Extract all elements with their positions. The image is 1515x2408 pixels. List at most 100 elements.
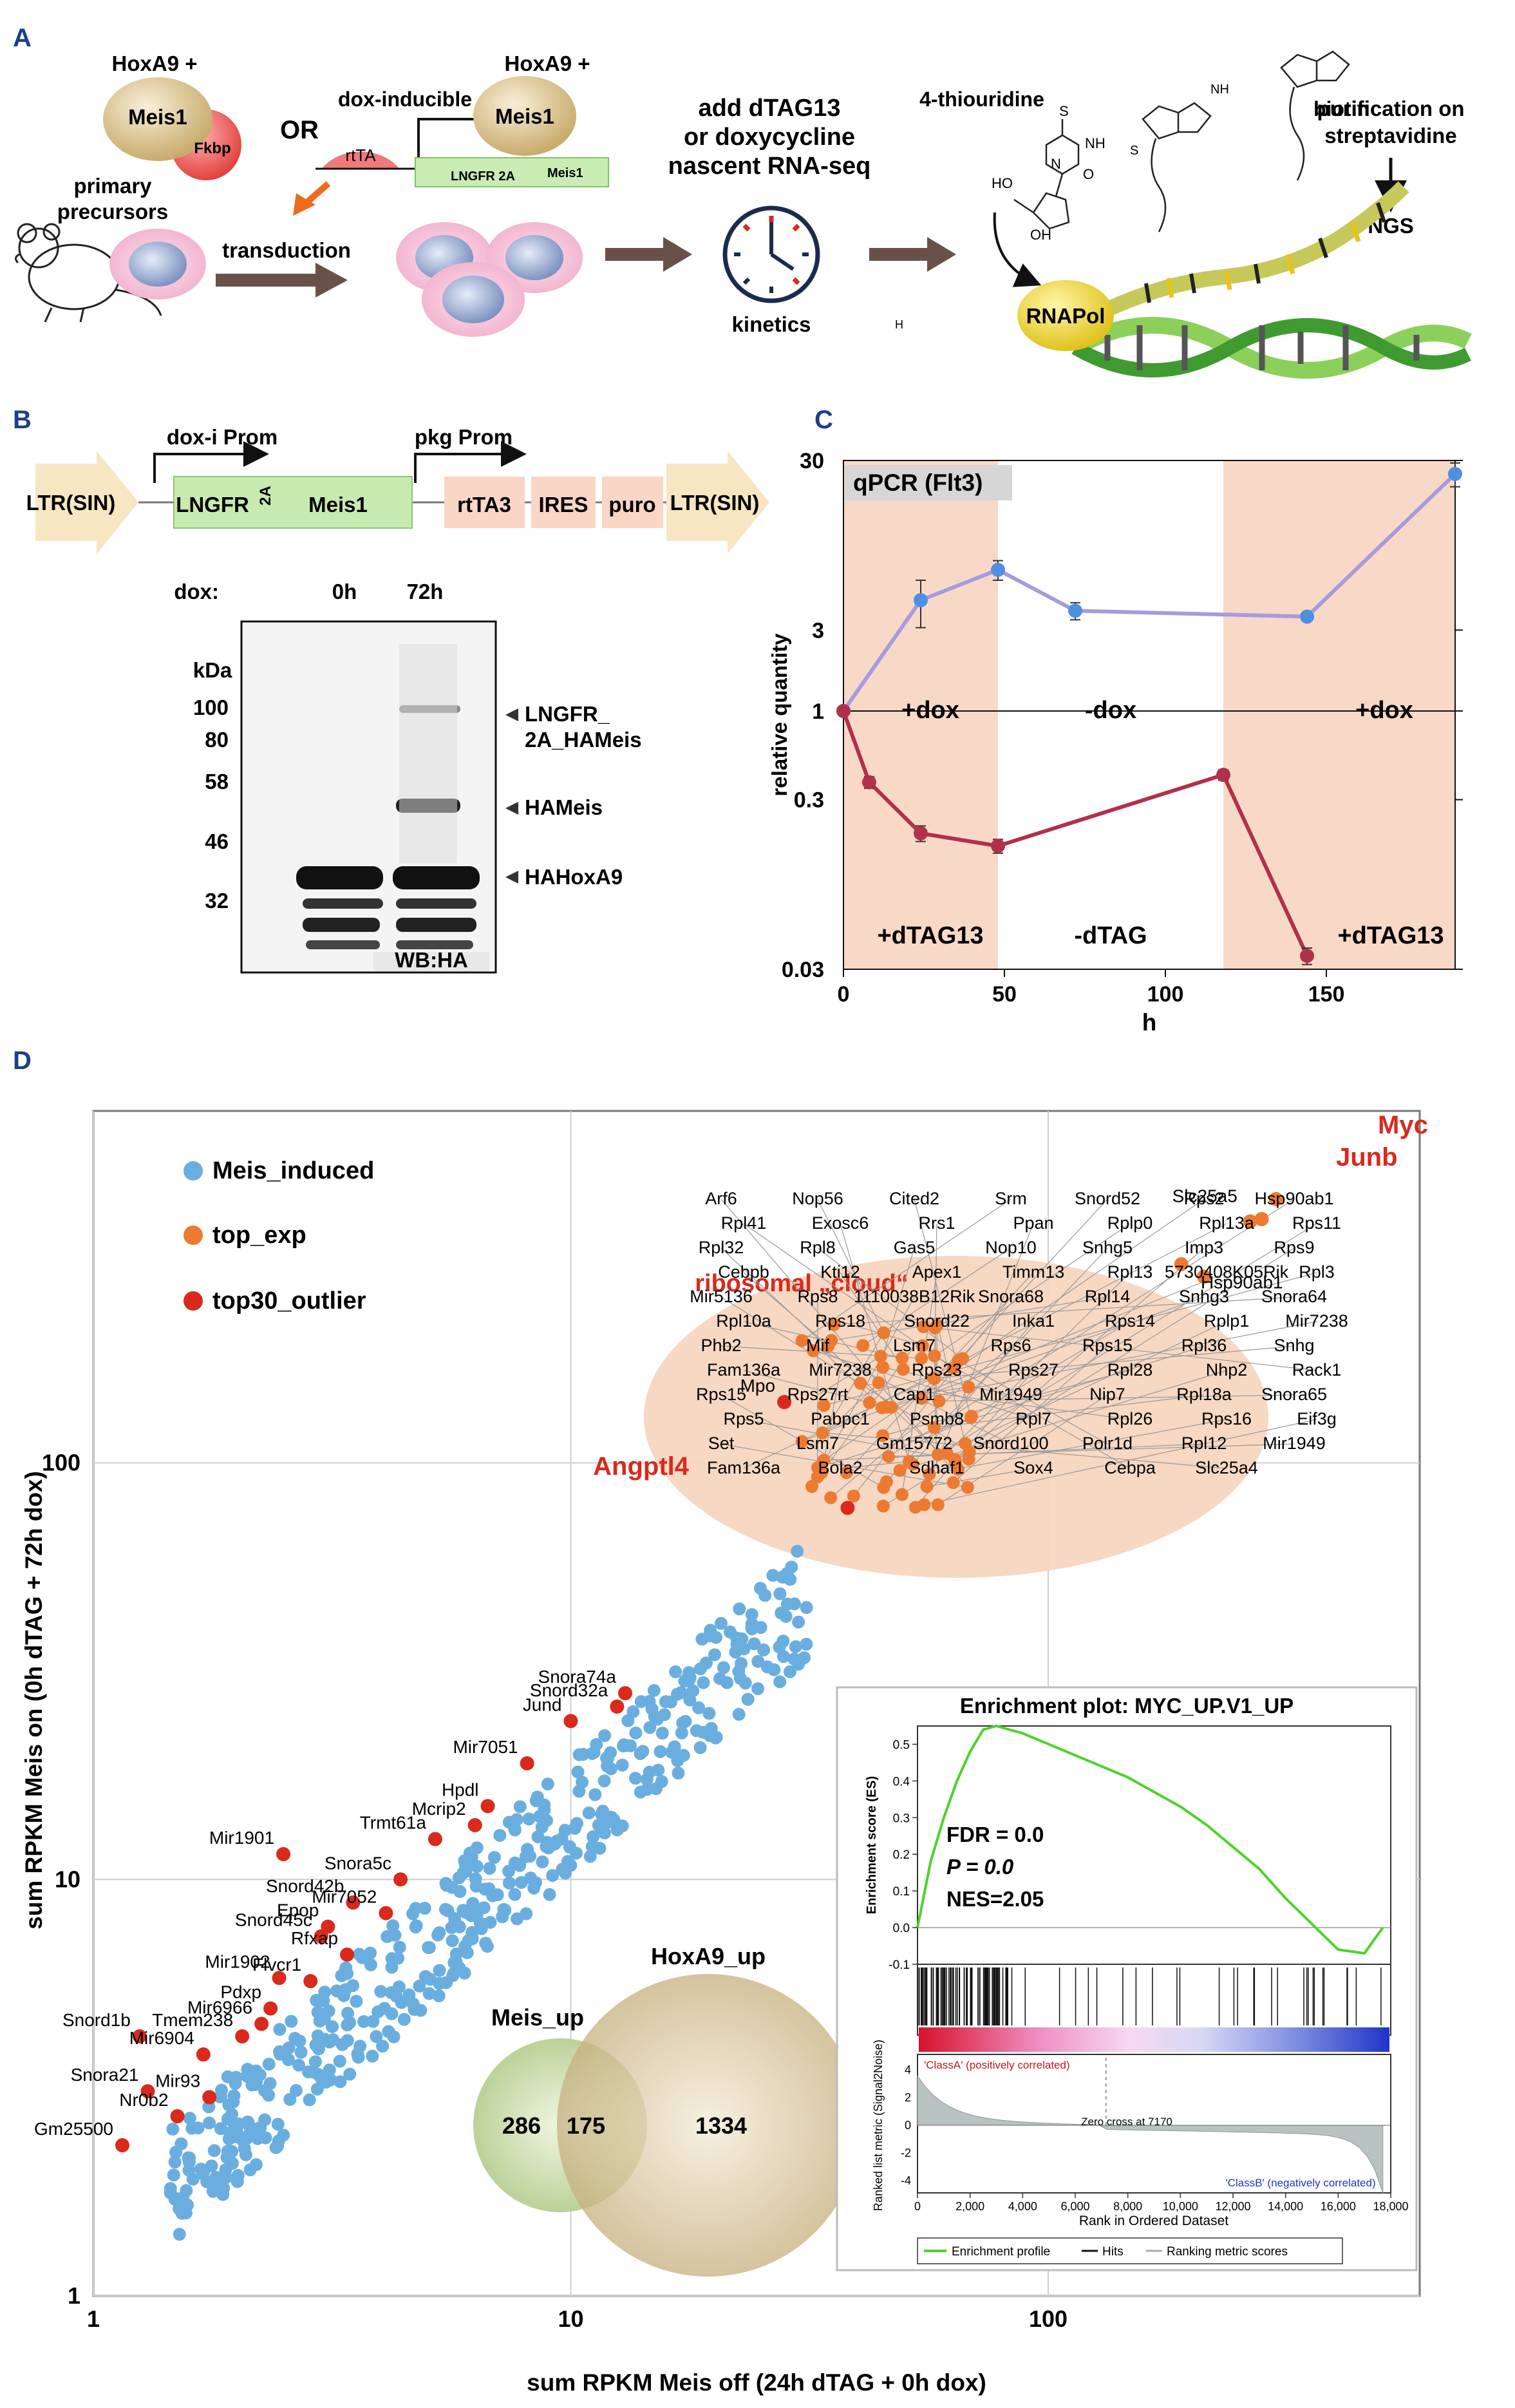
meis-induced-point xyxy=(343,2067,357,2081)
meis-induced-point xyxy=(524,1872,538,1885)
meis-induced-point xyxy=(458,1966,471,1980)
top-exp-point xyxy=(896,1363,910,1376)
data-point-dTAG13 xyxy=(914,826,928,840)
data-point-dox xyxy=(991,562,1005,577)
orange-arrow-head xyxy=(293,193,315,216)
meis-induced-point xyxy=(576,1776,589,1789)
top-exp-point xyxy=(895,1488,908,1501)
cloud-gene-label: Rps6 xyxy=(990,1336,1031,1355)
leader-line xyxy=(860,1383,1131,1420)
gsea-fdr: FDR = 0.0 xyxy=(946,1823,1044,1846)
meis-induced-point xyxy=(792,1615,805,1629)
outlier-label: Mir6904 xyxy=(129,2028,194,2048)
meis-induced-point xyxy=(341,2007,355,2020)
meis-induced-point xyxy=(496,1910,509,1924)
leader-line xyxy=(840,1223,910,1462)
panel-label-d: D xyxy=(13,1047,32,1075)
meis-induced-point xyxy=(182,2151,195,2165)
meis-induced-point xyxy=(654,1745,667,1758)
leader-line xyxy=(939,1394,1295,1402)
meis-induced-point xyxy=(477,1901,491,1915)
qpcr-x-axis-label: h xyxy=(1142,1009,1157,1036)
meis-induced-point xyxy=(364,1946,377,1960)
outlier-label: Snora5c xyxy=(325,1853,391,1873)
cloud-gene-label: Rps15 xyxy=(1082,1336,1133,1355)
outlier-label: Nr0b2 xyxy=(119,2090,168,2110)
meis-induced-point xyxy=(699,1656,713,1670)
legend-label-outlier: top30_outlier xyxy=(212,1287,366,1314)
cloud-gene-label: Mir5136 xyxy=(690,1287,753,1306)
y-tick-label: 0.03 xyxy=(782,958,824,982)
cloud-gene-label: Gm15772 xyxy=(876,1434,953,1453)
outlier-label: Snora74a xyxy=(538,1667,617,1687)
meis1-label: Meis1 xyxy=(128,105,187,129)
rank-x-tick-label: 6,000 xyxy=(1060,2200,1089,2213)
qpcr-axes: 30 3 1 0.3 0.03 0 50 100 150 xyxy=(782,449,1463,1007)
top-exp-point xyxy=(948,1453,961,1466)
meis-induced-point xyxy=(315,1993,328,2007)
meis-induced-point xyxy=(207,2144,221,2157)
meis-induced-point xyxy=(628,1772,642,1785)
gsea-legend-box xyxy=(917,2237,1343,2264)
top-exp-point xyxy=(927,1371,940,1385)
gsea-legend-metric: Ranking metric scores xyxy=(1167,2245,1288,2259)
top-exp-point xyxy=(825,1334,838,1347)
meis-induced-point xyxy=(773,1640,786,1654)
period-label-bottom-1: +dTAG13 xyxy=(877,922,983,949)
lngfr-meis-cassette xyxy=(415,157,609,187)
qpcr-series xyxy=(836,462,1462,965)
panel-label-a: A xyxy=(13,24,32,52)
arrow-to-labeling xyxy=(869,237,956,272)
meis-induced-point xyxy=(392,1980,406,1994)
leader-line xyxy=(923,1326,1317,1371)
top-exp-point xyxy=(893,1464,907,1477)
cloud-gene-label: Fam136a xyxy=(707,1360,781,1379)
meis-induced-point xyxy=(393,1940,406,1954)
y-tick-label: 3 xyxy=(812,618,824,643)
leader-line xyxy=(933,1345,1295,1379)
cloud-gene-label: Rpl13 xyxy=(1107,1262,1153,1282)
cloud-gene-label: Exosc6 xyxy=(812,1213,869,1233)
outlier-point xyxy=(235,2029,250,2043)
meis-induced-point xyxy=(229,2071,243,2084)
meis-induced-point xyxy=(283,2092,297,2106)
fkbp-label: Fkbp xyxy=(194,140,231,157)
leader-line xyxy=(743,1272,829,1347)
es-curve xyxy=(916,1724,1384,1955)
top-exp-point xyxy=(877,1326,890,1340)
qpcr-y-axis-label: relative quantity xyxy=(767,633,791,797)
incorporation-arrow xyxy=(993,212,1042,287)
lngfr-2a-small-label: LNGFR 2A xyxy=(451,169,515,184)
meis-induced-point xyxy=(708,1648,721,1662)
scatter-points xyxy=(115,1191,1283,2241)
meis-induced-point xyxy=(682,1673,696,1686)
top-exp-point xyxy=(965,1410,979,1423)
cloud-gene-label: Snord22 xyxy=(904,1311,970,1331)
meis-induced-point xyxy=(273,2047,287,2061)
meis-induced-point xyxy=(657,1708,671,1721)
meis-induced-point xyxy=(751,1654,765,1668)
top-exp-point xyxy=(874,1349,887,1363)
meis-induced-point xyxy=(776,1570,789,1584)
leader-line xyxy=(840,1272,904,1370)
cloud-gene-label: Sox4 xyxy=(1013,1458,1053,1477)
meis-induced-point xyxy=(582,1806,596,1819)
leader-line xyxy=(743,1419,955,1460)
qpcr-title: qPCR (Flt3) xyxy=(853,469,983,496)
meis-induced-point xyxy=(616,1758,629,1772)
meis-induced-point xyxy=(587,1830,600,1843)
cloud-gene-label: Rpl14 xyxy=(1085,1287,1131,1306)
meis-induced-point xyxy=(357,2015,371,2028)
meis-induced-point xyxy=(643,1721,657,1734)
thiouridine-structure xyxy=(1013,119,1080,230)
cloud-gene-label: Cebpa xyxy=(1104,1458,1156,1477)
kda-label: kDa xyxy=(193,658,232,682)
junb-highlight-label: Junb xyxy=(1336,1143,1398,1171)
meis-induced-point xyxy=(493,1828,507,1842)
top-exp-point xyxy=(854,1376,867,1390)
y-tick-label: 1 xyxy=(68,2282,80,2309)
chem-n-label: N xyxy=(1051,156,1061,172)
cloud-gene-label: Rpl8 xyxy=(800,1238,836,1257)
top-exp-point xyxy=(807,1344,820,1358)
cloud-gene-label: Nhp2 xyxy=(1206,1360,1248,1379)
